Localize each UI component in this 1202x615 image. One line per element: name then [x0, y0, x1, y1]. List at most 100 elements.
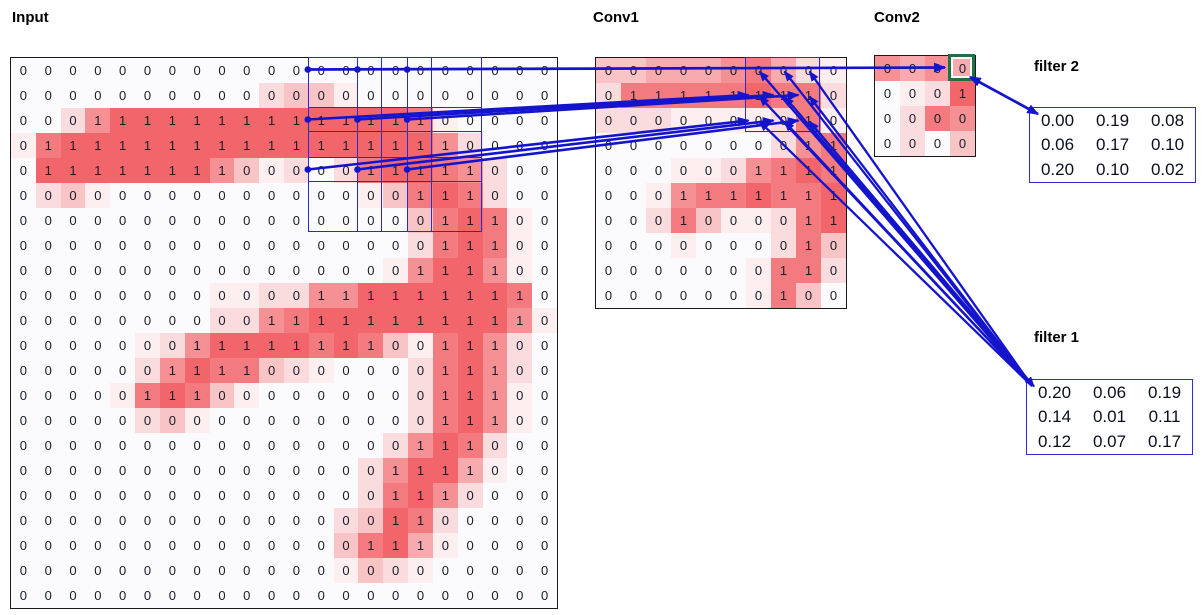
conv1-grid-cell: 1 [671, 208, 696, 233]
conv1-grid-cell: 0 [721, 283, 746, 308]
input-grid-cell: 1 [482, 258, 508, 283]
filter1-cell: 0.07 [1092, 432, 1127, 452]
input-grid-cell: 0 [184, 408, 210, 433]
input-grid-cell: 0 [110, 258, 136, 283]
input-grid-cell: 0 [432, 58, 458, 83]
input-grid-cell: 1 [432, 133, 458, 158]
input-grid-cell: 0 [358, 258, 384, 283]
filter1-label: filter 1 [1034, 329, 1080, 346]
input-grid-cell: 1 [333, 308, 359, 333]
conv1-grid-cell: 0 [671, 58, 696, 83]
input-grid-cell: 0 [184, 433, 210, 458]
input-grid-cell: 0 [35, 208, 61, 233]
input-grid-cell: 1 [209, 358, 235, 383]
input-grid-cell: 0 [482, 483, 508, 508]
input-grid-cell: 0 [532, 283, 557, 308]
conv1-grid-cell: 0 [596, 283, 621, 308]
input-grid-cell: 0 [60, 233, 86, 258]
input-grid-cell: 1 [259, 108, 284, 133]
input-grid-cell: 0 [135, 483, 160, 508]
input-grid-cell: 0 [457, 558, 483, 583]
input-grid-cell: 0 [383, 433, 409, 458]
input-grid-cell: 1 [507, 308, 533, 333]
input-grid-cell: 0 [135, 433, 160, 458]
conv1-grid-cell: 0 [821, 58, 846, 83]
input-grid-cell: 0 [184, 208, 210, 233]
input-grid-cell: 0 [383, 258, 409, 283]
input-grid-cell: 1 [135, 133, 160, 158]
input-grid-cell: 0 [135, 258, 160, 283]
input-grid-cell: 1 [482, 208, 508, 233]
input-grid-cell: 1 [482, 408, 508, 433]
conv1-grid-cell: 0 [646, 133, 671, 158]
conv1-grid-cell: 1 [771, 158, 796, 183]
conv1-grid-cell: 0 [621, 133, 646, 158]
input-grid-cell: 0 [507, 83, 533, 108]
input-grid-cell: 0 [308, 433, 334, 458]
input-grid-cell: 0 [408, 408, 433, 433]
input-grid-cell: 0 [507, 183, 533, 208]
input-grid-cell: 1 [408, 258, 433, 283]
input-grid-cell: 1 [35, 158, 61, 183]
input-grid-cell: 0 [135, 583, 160, 608]
input-grid-cell: 0 [60, 58, 86, 83]
input-grid-cell: 0 [259, 508, 284, 533]
input-grid-cell: 0 [284, 233, 309, 258]
conv1-grid-cell: 0 [696, 283, 721, 308]
input-grid-cell: 1 [432, 383, 458, 408]
input-grid-cell: 0 [333, 358, 359, 383]
conv2-grid-cell: 0 [925, 81, 950, 106]
input-grid-cell: 0 [259, 558, 284, 583]
input-grid-cell: 0 [284, 158, 309, 183]
input-grid-cell: 0 [482, 83, 508, 108]
conv1-grid-cell: 1 [771, 183, 796, 208]
input-grid-cell: 1 [234, 108, 260, 133]
conv1-grid-cell: 0 [646, 208, 671, 233]
filter2-cell: 0.20 [1040, 160, 1075, 180]
input-grid-cell: 0 [110, 433, 136, 458]
conv1-grid-cell: 1 [746, 83, 771, 108]
input-grid-cell: 1 [333, 133, 359, 158]
conv1-grid-cell: 0 [721, 58, 746, 83]
input-grid-cell: 1 [457, 183, 483, 208]
input-grid-cell: 0 [259, 83, 284, 108]
input-grid-cell: 0 [110, 333, 136, 358]
filter1-matrix: 0.20 0.06 0.19 0.14 0.01 0.11 0.12 0.07 0.17 [1026, 379, 1193, 455]
input-grid-cell: 0 [209, 258, 235, 283]
input-grid-cell: 0 [35, 533, 61, 558]
input-grid-cell: 0 [532, 583, 557, 608]
input-grid-cell: 1 [308, 308, 334, 333]
input-grid-cell: 0 [85, 258, 111, 283]
input-grid-cell: 1 [408, 433, 433, 458]
input-grid-cell: 1 [35, 133, 61, 158]
input-grid-cell: 0 [333, 158, 359, 183]
input-grid-cell: 0 [308, 183, 334, 208]
input-grid-cell: 0 [532, 333, 557, 358]
input-grid-cell: 0 [135, 508, 160, 533]
input-grid-cell: 1 [358, 308, 384, 333]
input-grid-cell: 1 [358, 283, 384, 308]
input-grid-cell: 0 [35, 108, 61, 133]
input-grid-cell: 1 [432, 308, 458, 333]
input-grid-cell: 0 [85, 483, 111, 508]
conv1-grid-cell: 0 [621, 258, 646, 283]
conv1-grid-cell: 0 [596, 133, 621, 158]
input-grid-cell: 1 [432, 408, 458, 433]
input-grid-cell: 1 [507, 283, 533, 308]
input-grid-cell: 0 [60, 533, 86, 558]
input-grid-cell: 0 [284, 583, 309, 608]
conv1-grid-cell: 0 [771, 58, 796, 83]
input-grid-cell: 0 [159, 83, 185, 108]
input-grid-cell: 1 [408, 533, 433, 558]
input-grid-cell: 0 [11, 208, 36, 233]
input-grid-cell: 0 [85, 533, 111, 558]
input-grid-cell: 0 [308, 158, 334, 183]
input-grid-cell: 0 [507, 58, 533, 83]
input-grid-cell: 0 [532, 158, 557, 183]
input-grid-cell: 0 [432, 508, 458, 533]
input-grid-cell: 1 [284, 308, 309, 333]
input-grid-cell: 0 [234, 208, 260, 233]
input-grid-cell: 0 [333, 83, 359, 108]
